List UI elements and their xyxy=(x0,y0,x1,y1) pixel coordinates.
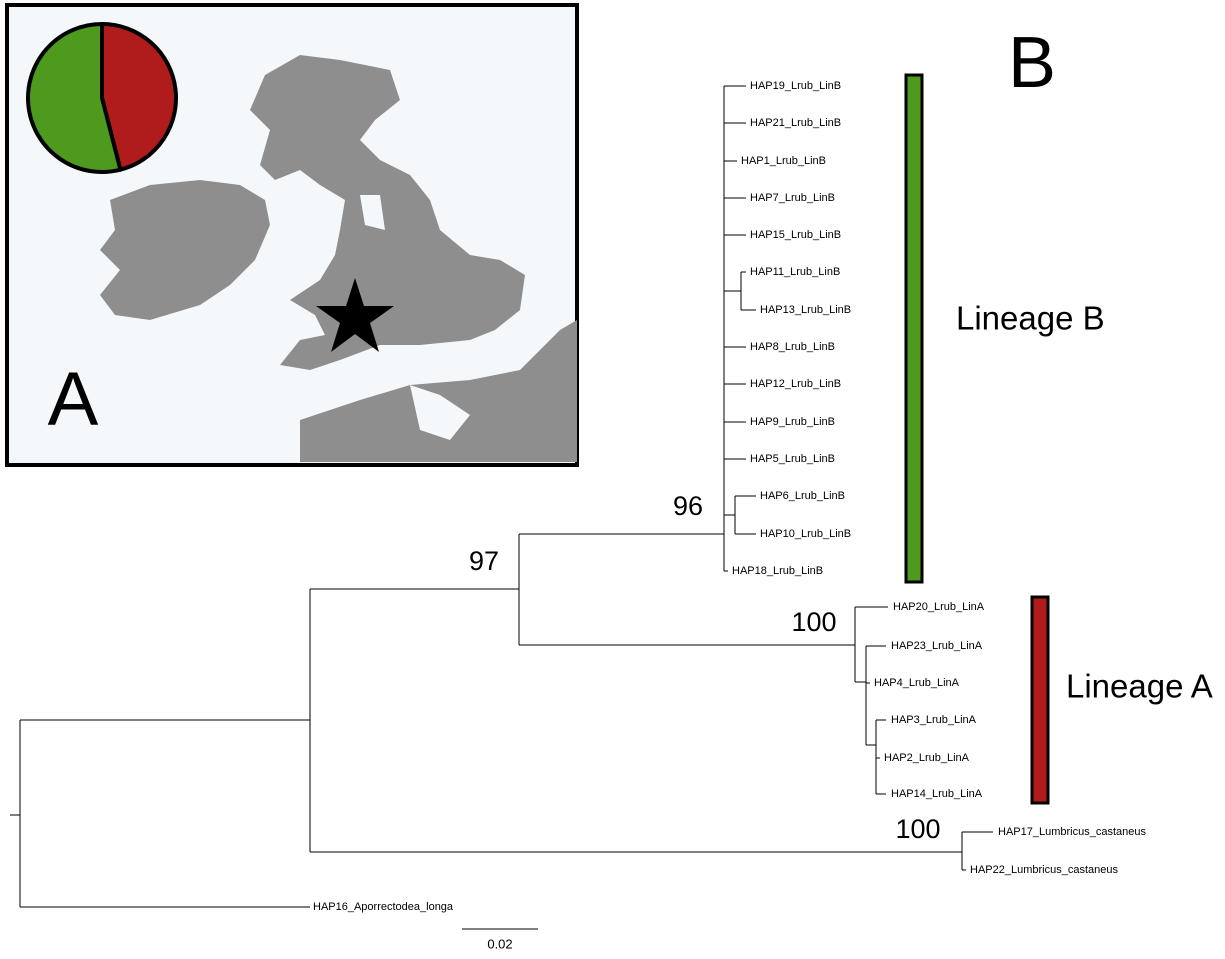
tip-label: HAP18_Lrub_LinB xyxy=(732,565,823,577)
tip-label: HAP14_Lrub_LinA xyxy=(891,788,983,800)
support-value: 100 xyxy=(895,814,940,844)
tip-label: HAP15_Lrub_LinB xyxy=(750,229,841,241)
tip-label: HAP22_Lumbricus_castaneus xyxy=(970,864,1118,876)
tip-label: HAP9_Lrub_LinB xyxy=(750,416,835,428)
tip-label: HAP23_Lrub_LinA xyxy=(891,640,983,652)
tip-label: HAP17_Lumbricus_castaneus xyxy=(998,826,1146,838)
panel-label: B xyxy=(1008,23,1056,103)
tip-label: HAP13_Lrub_LinB xyxy=(760,304,851,316)
tip-label: HAP6_Lrub_LinB xyxy=(760,490,845,502)
tip-label: HAP21_Lrub_LinB xyxy=(750,117,841,129)
tip-label: HAP8_Lrub_LinB xyxy=(750,341,835,353)
map-panel: A xyxy=(7,5,577,465)
tip-label: HAP3_Lrub_LinA xyxy=(891,714,977,726)
support-value: 100 xyxy=(791,607,836,637)
lineage-bar xyxy=(1032,597,1048,803)
tip-label: HAP7_Lrub_LinB xyxy=(750,192,835,204)
tip-label: HAP10_Lrub_LinB xyxy=(760,528,851,540)
tip-label: HAP5_Lrub_LinB xyxy=(750,453,835,465)
tip-label: HAP11_Lrub_LinB xyxy=(750,266,840,278)
tip-label: HAP19_Lrub_LinB xyxy=(750,80,841,92)
tip-label: HAP12_Lrub_LinB xyxy=(750,378,841,390)
lineage-label: Lineage B xyxy=(956,300,1105,337)
panel-label: A xyxy=(48,357,99,442)
lineage-bar xyxy=(906,75,922,582)
support-value: 96 xyxy=(673,491,703,521)
tip-label: HAP2_Lrub_LinA xyxy=(884,752,970,764)
support-value: 97 xyxy=(469,546,499,576)
figure: A B xyxy=(0,0,1225,954)
scale-bar-label: 0.02 xyxy=(487,936,512,951)
lineage-label: Lineage A xyxy=(1066,668,1213,705)
tip-label: HAP20_Lrub_LinA xyxy=(893,601,985,613)
tip-label: HAP4_Lrub_LinA xyxy=(874,677,960,689)
tip-label: HAP16_Aporrectodea_longa xyxy=(313,901,454,913)
tip-label: HAP1_Lrub_LinB xyxy=(741,155,826,167)
pie xyxy=(28,24,176,172)
